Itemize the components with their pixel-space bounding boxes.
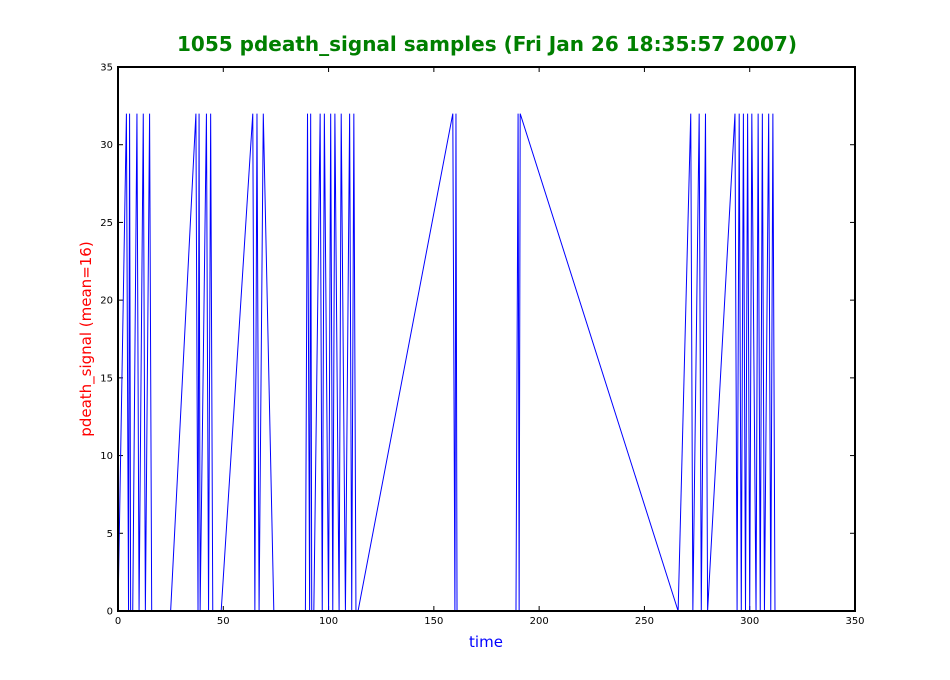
y-tick-label: 25 bbox=[100, 218, 113, 229]
plot-frame-border bbox=[117, 66, 856, 612]
y-tick-label: 10 bbox=[100, 451, 113, 462]
y-tick-label: 0 bbox=[107, 607, 113, 618]
x-tick-label: 350 bbox=[845, 616, 864, 627]
y-tick-label: 20 bbox=[100, 296, 113, 307]
x-tick-label: 50 bbox=[217, 616, 230, 627]
y-axis-label: pdeath_signal (mean=16) bbox=[77, 241, 96, 436]
x-tick-label: 300 bbox=[740, 616, 759, 627]
x-tick-label: 250 bbox=[635, 616, 654, 627]
y-tick-label: 30 bbox=[100, 140, 113, 151]
x-tick-label: 0 bbox=[115, 616, 121, 627]
x-axis-label: time bbox=[469, 633, 503, 651]
y-tick-label: 15 bbox=[100, 373, 113, 384]
series-line bbox=[117, 113, 776, 612]
x-tick-label: 100 bbox=[319, 616, 338, 627]
x-tick-label: 200 bbox=[530, 616, 549, 627]
y-tick-label: 5 bbox=[107, 529, 113, 540]
chart-title: 1055 pdeath_signal samples (Fri Jan 26 1… bbox=[177, 32, 797, 56]
y-tick-label: 35 bbox=[100, 63, 113, 74]
x-tick-label: 150 bbox=[424, 616, 443, 627]
series-group bbox=[117, 113, 776, 612]
